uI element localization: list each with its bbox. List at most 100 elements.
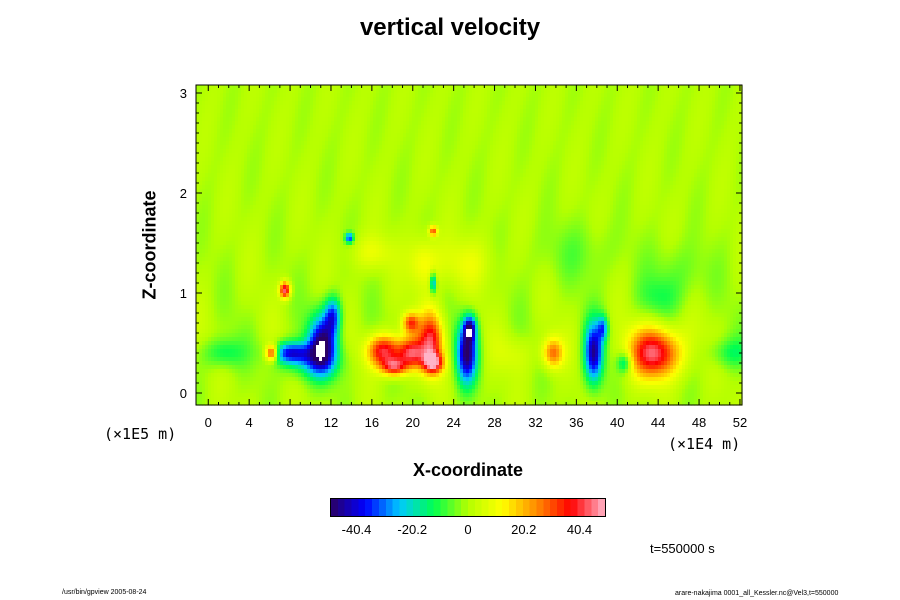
field-cell	[670, 169, 674, 174]
field-cell	[223, 117, 227, 122]
field-cell	[463, 149, 467, 154]
field-cell	[472, 109, 476, 114]
field-cell	[673, 101, 677, 106]
field-cell	[472, 157, 476, 162]
field-cell	[214, 185, 218, 190]
field-cell	[274, 153, 278, 158]
field-cell	[571, 153, 575, 158]
field-cell	[595, 121, 599, 126]
field-cell	[478, 125, 482, 130]
field-cell	[409, 149, 413, 154]
field-cell	[583, 113, 587, 118]
field-cell	[616, 97, 620, 102]
field-cell	[367, 93, 371, 98]
field-cell	[595, 161, 599, 166]
field-cell	[448, 185, 452, 190]
field-cell	[325, 89, 329, 94]
field-cell	[256, 145, 260, 150]
field-cell	[724, 113, 728, 118]
field-cell	[616, 137, 620, 142]
field-cell	[208, 181, 212, 186]
field-cell	[721, 153, 725, 158]
field-cell	[241, 109, 245, 114]
field-cell	[595, 177, 599, 182]
field-cell	[397, 85, 401, 90]
field-cell	[358, 165, 362, 170]
field-cell	[424, 141, 428, 146]
field-cell	[286, 113, 290, 118]
field-cell	[331, 177, 335, 182]
field-cell	[337, 129, 341, 134]
field-cell	[733, 161, 737, 166]
field-cell	[286, 157, 290, 162]
field-cell	[370, 177, 374, 182]
field-cell	[520, 173, 524, 178]
field-cell	[415, 193, 419, 198]
field-cell	[733, 133, 737, 138]
field-cell	[208, 105, 212, 110]
field-cell	[499, 149, 503, 154]
field-cell	[202, 101, 206, 106]
field-cell	[403, 133, 407, 138]
field-cell	[415, 101, 419, 106]
field-cell	[685, 185, 689, 190]
field-cell	[232, 169, 236, 174]
field-cell	[466, 121, 470, 126]
field-cell	[367, 85, 371, 90]
field-cell	[238, 173, 242, 178]
field-cell	[427, 113, 431, 118]
field-cell	[466, 125, 470, 130]
field-cell	[661, 189, 665, 194]
field-cell	[712, 173, 716, 178]
field-cell	[493, 137, 497, 142]
field-cell	[298, 181, 302, 186]
field-cell	[544, 189, 548, 194]
field-cell	[667, 93, 671, 98]
field-cell	[331, 113, 335, 118]
field-cell	[451, 113, 455, 118]
field-cell	[727, 153, 731, 158]
field-cell	[307, 153, 311, 158]
field-cell	[274, 105, 278, 110]
field-cell	[670, 149, 674, 154]
field-cell	[400, 129, 404, 134]
field-cell	[313, 173, 317, 178]
field-cell	[391, 129, 395, 134]
field-cell	[475, 105, 479, 110]
field-cell	[646, 169, 650, 174]
field-cell	[646, 145, 650, 150]
field-cell	[253, 149, 257, 154]
field-cell	[199, 177, 203, 182]
field-cell	[439, 109, 443, 114]
field-cell	[526, 157, 530, 162]
field-cell	[547, 149, 551, 154]
field-cell	[223, 113, 227, 118]
field-cell	[295, 181, 299, 186]
field-cell	[469, 133, 473, 138]
field-cell	[436, 93, 440, 98]
field-cell	[451, 169, 455, 174]
field-cell	[217, 101, 221, 106]
field-cell	[283, 193, 287, 198]
field-cell	[331, 153, 335, 158]
field-cell	[661, 85, 665, 90]
field-cell	[292, 109, 296, 114]
field-cell	[277, 177, 281, 182]
field-cell	[379, 177, 383, 182]
field-cell	[280, 133, 284, 138]
field-cell	[202, 193, 206, 198]
field-cell	[553, 113, 557, 118]
field-cell	[439, 193, 443, 198]
field-cell	[559, 121, 563, 126]
field-cell	[241, 169, 245, 174]
field-cell	[490, 109, 494, 114]
field-cell	[319, 157, 323, 162]
field-cell	[688, 161, 692, 166]
field-cell	[619, 93, 623, 98]
field-cell	[298, 93, 302, 98]
field-cell	[508, 133, 512, 138]
field-cell	[610, 105, 614, 110]
field-cell	[631, 189, 635, 194]
field-cell	[715, 169, 719, 174]
field-cell	[490, 93, 494, 98]
